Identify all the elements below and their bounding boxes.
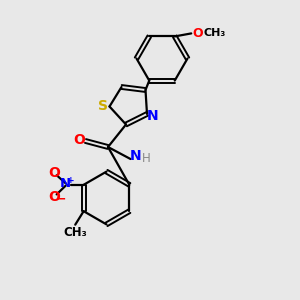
Text: O: O (48, 166, 60, 180)
Text: S: S (98, 100, 108, 113)
Text: −: − (55, 193, 66, 206)
Text: O: O (193, 27, 203, 40)
Text: N: N (60, 177, 71, 190)
Text: O: O (48, 190, 60, 204)
Text: CH₃: CH₃ (204, 28, 226, 38)
Text: O: O (74, 133, 86, 146)
Text: H: H (142, 152, 151, 165)
Text: +: + (67, 176, 75, 185)
Text: N: N (130, 149, 142, 163)
Text: N: N (147, 109, 159, 122)
Text: CH₃: CH₃ (63, 226, 87, 239)
